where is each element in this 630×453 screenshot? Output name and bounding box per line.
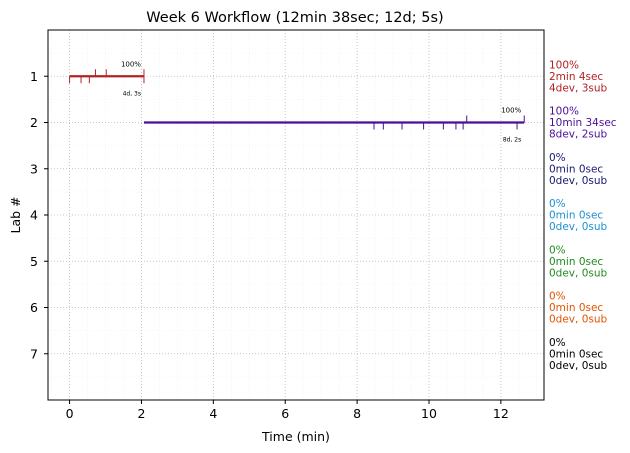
x-axis-label: Time (min) (261, 429, 330, 444)
lane-summary-line: 0dev, 0sub (549, 175, 608, 187)
lane-summary-line: 0min 0sec (549, 256, 603, 268)
lane-2: 100% 8d, 2s (143, 107, 525, 144)
lane-summary-line: 0dev, 0sub (549, 314, 608, 326)
y-tick-label: 6 (30, 300, 38, 315)
lane-summary-line: 0dev, 0sub (549, 267, 608, 279)
lane-summary-line: 2min 4sec (549, 71, 603, 83)
lane-counts-label: 4d, 3s (123, 90, 141, 97)
y-tick-label: 2 (30, 115, 38, 130)
plot-frame (47, 29, 545, 401)
lane-summary-line: 0% (549, 337, 566, 349)
x-tick-label: 10 (421, 406, 437, 421)
y-tick-label: 4 (30, 208, 38, 223)
lane-summary-line: 0% (549, 198, 566, 210)
grid (48, 30, 544, 400)
lanes: 100% 4d, 3s 100% 8d, 2s (69, 60, 525, 144)
x-tick-label: 8 (353, 406, 361, 421)
lane-summary-line: 0min 0sec (549, 302, 603, 314)
lane-summary-line: 0min 0sec (549, 163, 603, 175)
lane-summary-line: 0dev, 0sub (549, 221, 608, 233)
lane-summary-line: 10min 34sec (549, 117, 617, 129)
lane-summary-line: 4dev, 3sub (549, 82, 608, 94)
lane-summary-line: 100% (549, 106, 579, 118)
lane-1: 100% 4d, 3s (69, 60, 145, 97)
y-axis-label: Lab # (8, 196, 23, 233)
x-tick-label: 12 (493, 406, 509, 421)
x-tick-label: 0 (66, 406, 74, 421)
y-tick-label: 7 (30, 346, 38, 361)
lane-summary-line: 0% (549, 291, 566, 303)
chart-title: Week 6 Workflow (12min 38sec; 12d; 5s) (146, 10, 443, 26)
y-tick-label: 5 (30, 254, 38, 269)
lane-summary-line: 0dev, 0sub (549, 360, 608, 372)
x-tick-label: 4 (209, 406, 217, 421)
x-tick-label: 2 (137, 406, 145, 421)
lane-summary-line: 0% (549, 152, 566, 164)
lane-percent-label: 100% (121, 60, 141, 68)
lane-percent-label: 100% (501, 107, 521, 115)
lane-summary-line: 0min 0sec (549, 348, 603, 360)
y-tick-label: 1 (30, 69, 38, 84)
lane-summary-line: 0% (549, 244, 566, 256)
lane-summary-line: 0min 0sec (549, 210, 603, 222)
x-tick-label: 6 (281, 406, 289, 421)
y-tick-label: 3 (30, 161, 38, 176)
lane-summary-line: 8dev, 2sub (549, 129, 608, 141)
lane-counts-label: 8d, 2s (503, 137, 521, 144)
lane-summary-line: 100% (549, 59, 579, 71)
